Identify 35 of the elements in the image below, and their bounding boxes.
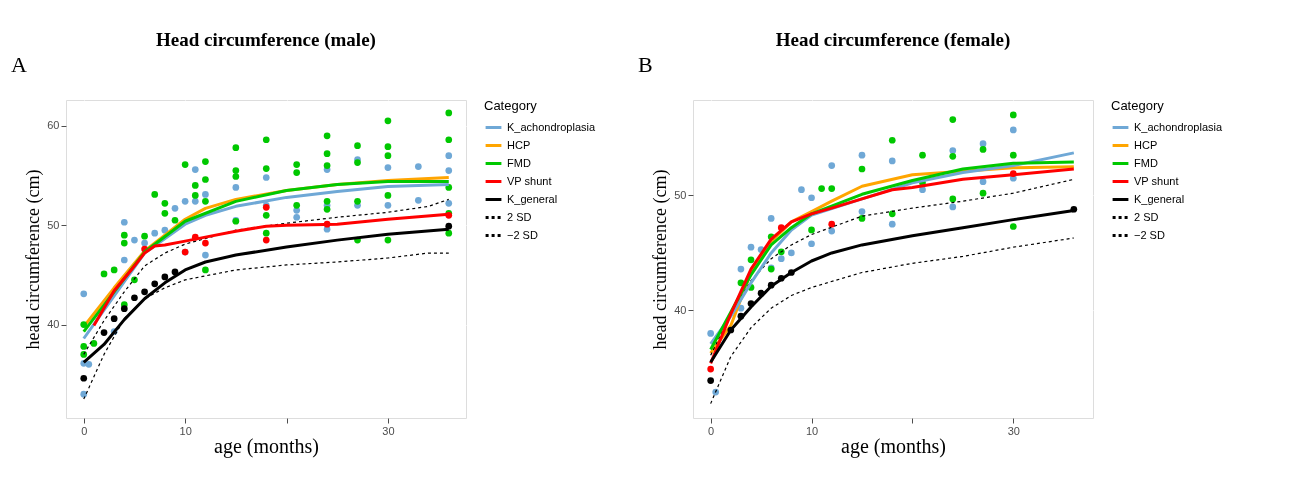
y-tick-label: 50: [47, 218, 60, 231]
x-tick-label: 10: [805, 424, 819, 437]
x-tick-label: 30: [1007, 424, 1020, 437]
x-tick-label: 0: [81, 424, 88, 437]
legend-label: VP shunt: [507, 174, 552, 187]
x-axis-title: age (months): [841, 434, 946, 458]
text: B: [638, 52, 653, 77]
legend-label: K_general: [1134, 192, 1185, 205]
legend-label: HCP: [507, 138, 531, 151]
chart-title: Head circumference (male): [156, 29, 376, 51]
y-tick-label: 40: [674, 303, 687, 316]
legend-label: −2 SD: [1134, 228, 1165, 241]
legend-label: K_achondroplasia: [1134, 120, 1223, 133]
text: A: [11, 52, 27, 77]
y-tick-label: 40: [47, 318, 60, 331]
legend-label: 2 SD: [507, 210, 532, 223]
chart-title: Head circumference (female): [775, 29, 1011, 51]
x-tick-label: 30: [382, 424, 395, 437]
legend-label: 2 SD: [1134, 210, 1159, 223]
y-axis-title: head circumference (cm): [650, 169, 672, 350]
y-tick-label: 60: [47, 119, 60, 132]
x-axis-title: age (months): [214, 434, 319, 458]
x-tick-label: 10: [179, 424, 192, 437]
legend-label: FMD: [1134, 156, 1158, 169]
legend-label: VP shunt: [1134, 174, 1179, 187]
y-tick-label: 50: [674, 188, 687, 201]
legend-label: K_general: [507, 192, 558, 205]
legend-label: K_achondroplasia: [507, 120, 596, 133]
legend-label: FMD: [507, 156, 531, 169]
legend-label: HCP: [1134, 138, 1158, 151]
legend-title: Category: [484, 98, 538, 113]
legend-label: −2 SD: [507, 228, 538, 241]
legend-title: Category: [1111, 98, 1165, 113]
x-tick-label: 0: [708, 424, 715, 437]
y-axis-title: head circumference (cm): [23, 169, 45, 350]
